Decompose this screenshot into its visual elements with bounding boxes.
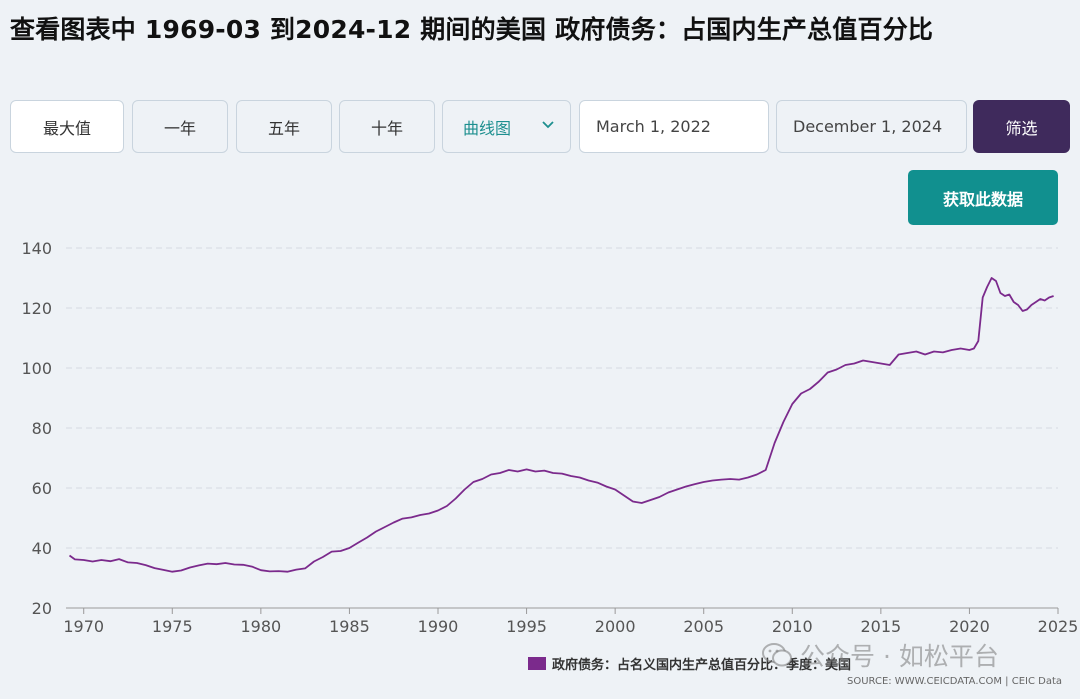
x-tick-label: 1990 — [418, 617, 459, 636]
x-tick-label: 2025 — [1038, 617, 1079, 636]
range-1y-button[interactable]: 一年 — [132, 100, 228, 153]
x-tick-label: 2015 — [860, 617, 901, 636]
y-tick-label: 60 — [32, 479, 52, 498]
range-5y-button[interactable]: 五年 — [236, 100, 332, 153]
line-chart: 20 40 60 80 100 120 140 1970 1975 1980 1985 1990 199… — [21, 239, 1079, 636]
y-tick-label: 20 — [32, 599, 52, 618]
watermark: 公众号 · 如松平台 — [762, 637, 999, 673]
x-tick-label: 2010 — [772, 617, 813, 636]
watermark-text: 公众号 · 如松平台 — [800, 642, 999, 671]
x-tick-label: 2000 — [595, 617, 636, 636]
x-tick-label: 1970 — [63, 617, 104, 636]
x-tick-label: 1980 — [240, 617, 281, 636]
y-tick-label: 40 — [32, 539, 52, 558]
chart-type-label: 曲线图 — [463, 118, 512, 138]
wechat-icon — [762, 643, 792, 667]
get-data-button[interactable]: 获取此数据 — [908, 170, 1058, 225]
range-10y-button[interactable]: 十年 — [339, 100, 435, 153]
source-note: SOURCE: WWW.CEICDATA.COM | CEIC Data — [846, 676, 1062, 687]
x-tick-label: 1975 — [152, 617, 193, 636]
y-tick-label: 80 — [32, 419, 52, 438]
x-tick-label: 2005 — [683, 617, 724, 636]
x-tick-label: 2020 — [949, 617, 990, 636]
series-line-0 — [68, 277, 1054, 573]
start-date-input[interactable]: March 1, 2022 — [579, 100, 769, 153]
chart-type-select[interactable]: 曲线图 — [442, 100, 571, 153]
y-tick-label: 140 — [21, 239, 52, 258]
y-tick-label: 120 — [21, 299, 52, 318]
page-title: 查看图表中 1969-03 到2024-12 期间的美国 政府债务：占国内生产总… — [10, 15, 934, 44]
x-tick-label: 1985 — [329, 617, 370, 636]
filter-button[interactable]: 筛选 — [973, 100, 1070, 153]
range-max-button[interactable]: 最大值 — [10, 100, 124, 153]
y-tick-label: 100 — [21, 359, 52, 378]
chevron-down-icon — [542, 121, 554, 129]
legend-swatch — [528, 657, 546, 670]
end-date-input[interactable]: December 1, 2024 — [776, 100, 967, 153]
x-tick-label: 1995 — [506, 617, 547, 636]
